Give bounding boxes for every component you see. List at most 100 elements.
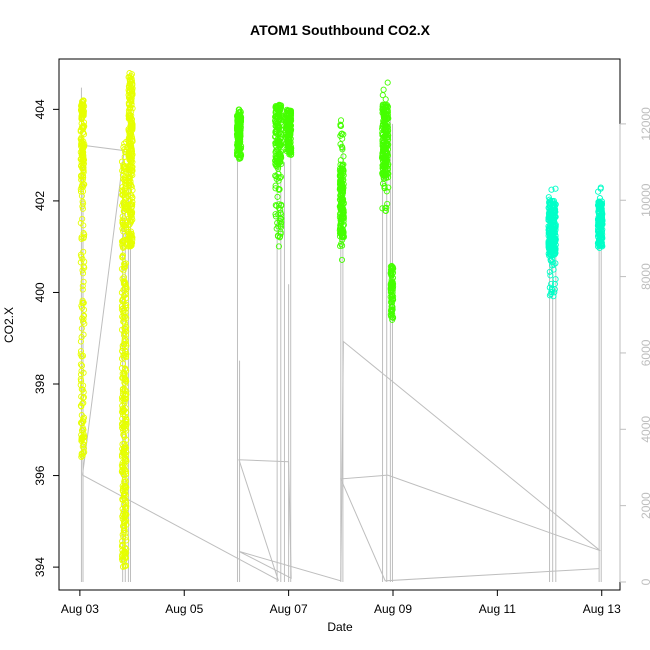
scatter-point [121, 478, 128, 485]
scatter-point [120, 267, 127, 274]
scatter-point [276, 123, 283, 130]
left-tick-label: 396 [33, 465, 47, 485]
x-tick-label: Aug 11 [479, 602, 516, 616]
scatter-point [80, 97, 87, 105]
scatter-point [79, 156, 86, 164]
scatter-point [235, 143, 242, 150]
scatter-cluster [282, 106, 295, 158]
scatter-point [278, 211, 285, 218]
scatter-point [388, 272, 395, 279]
scatter-point [552, 260, 559, 267]
scatter-point [119, 374, 126, 382]
right-tick-label: 12000 [639, 107, 650, 141]
scatter-point [272, 172, 279, 179]
scatter-point [275, 163, 282, 170]
scatter-point [380, 124, 387, 131]
scatter-point [336, 172, 344, 179]
scatter-point [123, 468, 130, 475]
x-tick-label: Aug 13 [583, 602, 621, 616]
scatter-point [126, 76, 134, 83]
scatter-point [546, 215, 553, 223]
scatter-point [549, 262, 556, 269]
scatter-point [598, 208, 605, 216]
scatter-point [381, 116, 389, 123]
scatter-point [337, 141, 344, 148]
scatter-point [127, 177, 134, 185]
scatter-point [272, 185, 279, 192]
secondary-series-line [79, 144, 601, 582]
scatter-point [235, 140, 242, 148]
scatter-point [126, 101, 133, 108]
scatter-point [79, 198, 86, 205]
scatter-point [80, 160, 87, 167]
scatter-point [123, 416, 130, 423]
scatter-point [80, 166, 87, 173]
scatter-point [80, 331, 87, 338]
scatter-point [79, 215, 86, 222]
scatter-point [547, 272, 554, 279]
scatter-point [123, 537, 130, 544]
scatter-cluster [378, 79, 392, 215]
scatter-point [121, 425, 128, 432]
scatter-point [382, 96, 389, 103]
scatter-point [286, 107, 293, 114]
scatter-point [547, 244, 555, 251]
scatter-point [385, 127, 392, 134]
scatter-point [80, 123, 87, 130]
scatter-point [122, 380, 129, 387]
scatter-point [119, 213, 126, 220]
scatter-point [77, 338, 84, 345]
scatter-point [127, 212, 134, 219]
scatter-point [122, 534, 129, 541]
scatter-point [126, 89, 133, 96]
scatter-point [126, 84, 133, 91]
scatter-point [78, 173, 85, 180]
scatter-point [119, 238, 126, 245]
scatter-point [546, 196, 553, 203]
scatter-cluster [125, 70, 136, 250]
scatter-point [389, 316, 396, 323]
scatter-point [339, 229, 346, 236]
scatter-point [81, 433, 88, 440]
scatter-point [546, 203, 554, 211]
scatter-point [80, 299, 87, 306]
scatter-point [337, 121, 344, 128]
scatter-point [118, 394, 126, 401]
scatter-point [382, 114, 389, 121]
scatter-point [119, 459, 126, 466]
scatter-point [122, 291, 129, 298]
scatter-point [551, 251, 558, 258]
scatter-point [594, 228, 602, 235]
scatter-point [549, 286, 556, 293]
scatter-point [552, 185, 559, 192]
scatter-point [234, 152, 241, 159]
scatter-point [126, 181, 133, 188]
left-tick-label: 398 [33, 374, 47, 394]
scatter-point [235, 118, 242, 125]
scatter-point [80, 143, 87, 150]
scatter-point [547, 290, 554, 298]
scatter-point [549, 228, 556, 235]
scatter-point [79, 315, 86, 322]
scatter-point [387, 299, 395, 306]
scatter-point [80, 112, 87, 119]
scatter-point [598, 236, 605, 243]
scatter-point [120, 395, 127, 402]
scatter-point [127, 228, 135, 235]
scatter-point [119, 523, 127, 530]
scatter-point [126, 97, 134, 104]
scatter-point [80, 318, 87, 325]
scatter-point [120, 450, 127, 457]
scatter-point [272, 213, 279, 220]
scatter-point [122, 444, 129, 451]
scatter-point [387, 270, 394, 277]
right-tick-label: 10000 [639, 183, 650, 217]
scatter-cluster [545, 185, 559, 300]
scatter-point [119, 167, 126, 174]
scatter-point [119, 553, 126, 560]
scatter-point [286, 149, 293, 157]
scatter-point [78, 112, 85, 119]
scatter-point [276, 125, 283, 132]
left-tick-label: 404 [33, 99, 47, 119]
